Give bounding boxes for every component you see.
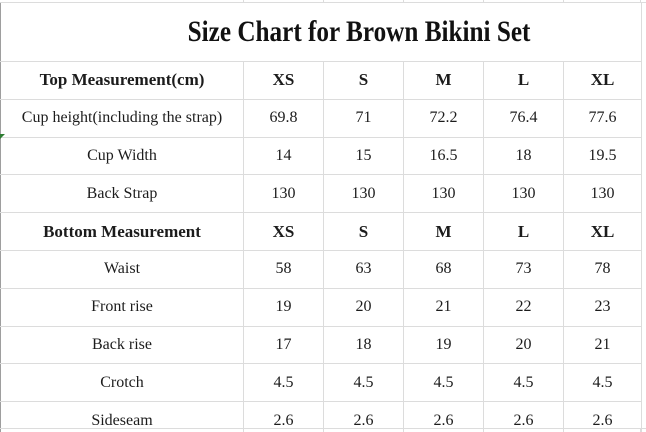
row-label: Top Measurement(cm) xyxy=(0,61,244,100)
size-header-cell: M xyxy=(403,212,484,251)
table-row: Crotch 4.5 4.5 4.5 4.5 4.5 xyxy=(0,363,643,403)
table-row: Cup Width 14 15 16.5 18 19.5 xyxy=(0,136,643,176)
value-cell: 21 xyxy=(403,287,484,327)
table-title-cell: Size Chart for Brown Bikini Set xyxy=(0,2,643,62)
value-cell: 19 xyxy=(403,325,484,365)
value-cell: 2.6 xyxy=(562,401,643,432)
grid-stub xyxy=(403,0,404,2)
bottom-grid-line xyxy=(0,428,646,429)
value-cell: 130 xyxy=(562,174,643,214)
value-cell: 130 xyxy=(243,174,324,214)
row-label: Cup height(including the strap) xyxy=(0,98,244,138)
value-cell: 23 xyxy=(562,287,643,327)
value-cell: 18 xyxy=(483,136,564,176)
value-cell: 4.5 xyxy=(323,363,404,403)
value-cell: 20 xyxy=(483,325,564,365)
table-row: Cup height(including the strap) 69.8 71 … xyxy=(0,98,643,138)
green-corner-marker-icon xyxy=(0,134,5,139)
grid-stub xyxy=(563,0,564,2)
value-cell: 2.6 xyxy=(243,401,324,432)
value-cell: 78 xyxy=(562,249,643,289)
table-row: Back rise 17 18 19 20 21 xyxy=(0,325,643,365)
value-cell: 21 xyxy=(562,325,643,365)
table-row: Sideseam 2.6 2.6 2.6 2.6 2.6 xyxy=(0,401,643,432)
size-header-cell: L xyxy=(483,212,564,251)
value-cell: 72.2 xyxy=(403,98,484,138)
table-row: Front rise 19 20 21 22 23 xyxy=(0,287,643,327)
value-cell: 4.5 xyxy=(403,363,484,403)
size-header-cell: S xyxy=(323,61,404,100)
value-cell: 2.6 xyxy=(323,401,404,432)
row-label: Bottom Measurement xyxy=(0,212,244,251)
value-cell: 63 xyxy=(323,249,404,289)
grid-stub xyxy=(323,429,324,432)
row-label: Back rise xyxy=(0,325,244,365)
value-cell: 16.5 xyxy=(403,136,484,176)
value-cell: 130 xyxy=(483,174,564,214)
value-cell: 2.6 xyxy=(483,401,564,432)
value-cell: 14 xyxy=(243,136,324,176)
value-cell: 4.5 xyxy=(243,363,324,403)
row-label: Front rise xyxy=(0,287,244,327)
top-measurement-header-row: Top Measurement(cm) XS S M L XL xyxy=(0,61,643,100)
value-cell: 69.8 xyxy=(243,98,324,138)
row-label: Cup Width xyxy=(0,136,244,176)
grid-stub xyxy=(563,429,564,432)
size-header-cell: M xyxy=(403,61,484,100)
size-header-cell: XS xyxy=(243,212,324,251)
grid-stub xyxy=(483,0,484,2)
value-cell: 15 xyxy=(323,136,404,176)
grid-stub xyxy=(640,0,641,2)
row-label: Sideseam xyxy=(0,401,244,432)
value-cell: 18 xyxy=(323,325,404,365)
value-cell: 19 xyxy=(243,287,324,327)
value-cell: 130 xyxy=(323,174,404,214)
size-header-cell: XS xyxy=(243,61,324,100)
value-cell: 68 xyxy=(403,249,484,289)
value-cell: 76.4 xyxy=(483,98,564,138)
page-title: Size Chart for Brown Bikini Set xyxy=(187,15,531,48)
grid-stub xyxy=(243,0,244,2)
value-cell: 17 xyxy=(243,325,324,365)
row-label: Back Strap xyxy=(0,174,244,214)
bottom-measurement-header-row: Bottom Measurement XS S M L XL xyxy=(0,212,643,251)
value-cell: 4.5 xyxy=(483,363,564,403)
row-label: Waist xyxy=(0,249,244,289)
value-cell: 20 xyxy=(323,287,404,327)
value-cell: 130 xyxy=(403,174,484,214)
size-header-cell: XL xyxy=(562,61,643,100)
value-cell: 19.5 xyxy=(562,136,643,176)
size-header-cell: S xyxy=(323,212,404,251)
grid-stub xyxy=(640,429,641,432)
value-cell: 77.6 xyxy=(562,98,643,138)
value-cell: 73 xyxy=(483,249,564,289)
value-cell: 71 xyxy=(323,98,404,138)
value-cell: 4.5 xyxy=(562,363,643,403)
row-label: Crotch xyxy=(0,363,244,403)
value-cell: 2.6 xyxy=(403,401,484,432)
table-row: Waist 58 63 68 73 78 xyxy=(0,249,643,289)
table-row: Back Strap 130 130 130 130 130 xyxy=(0,174,643,214)
value-cell: 22 xyxy=(483,287,564,327)
value-cell: 58 xyxy=(243,249,324,289)
grid-stub xyxy=(403,429,404,432)
grid-stub xyxy=(323,0,324,2)
size-header-cell: L xyxy=(483,61,564,100)
grid-stub xyxy=(243,429,244,432)
size-header-cell: XL xyxy=(562,212,643,251)
grid-stub xyxy=(483,429,484,432)
title-row: Size Chart for Brown Bikini Set xyxy=(0,2,643,62)
